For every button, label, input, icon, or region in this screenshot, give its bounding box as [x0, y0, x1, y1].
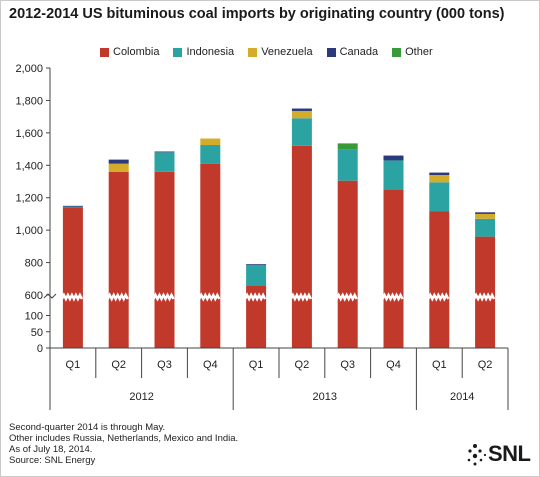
legend-label: Other [405, 46, 433, 58]
bar-break-gap [60, 292, 84, 302]
bar-break-gap [243, 292, 267, 302]
y-tick-label: 1,600 [15, 128, 43, 140]
x-category-label: Q3 [157, 359, 172, 371]
bar-segment-canada [383, 155, 404, 161]
y-tick-label: 1,800 [15, 95, 43, 107]
bar-segment-venezuela [108, 163, 129, 172]
bar-segment-canada [154, 151, 175, 153]
x-category-label: Q1 [249, 359, 264, 371]
x-category-label: Q1 [66, 359, 81, 371]
note-line: Other includes Russia, Netherlands, Mexi… [9, 433, 239, 444]
legend-swatch [326, 47, 336, 57]
bar-segment-other [337, 143, 358, 150]
bar-segment-colombia [383, 189, 404, 348]
bar-segment-canada [429, 172, 450, 176]
bar-break-gap [472, 292, 496, 302]
bar-segment-colombia [62, 207, 83, 348]
note-line: As of July 18, 2014. [9, 444, 93, 455]
bar-segment-colombia [475, 236, 496, 348]
legend-item: Canada [326, 44, 379, 60]
y-tick-label: 2,000 [15, 63, 43, 75]
bar-segment-colombia [108, 171, 129, 348]
bar-segment-canada [108, 159, 129, 164]
note-line: Second-quarter 2014 is through May. [9, 422, 166, 433]
bar-segment-canada [246, 264, 267, 266]
bar-segment-venezuela [200, 138, 221, 146]
bar-segment-indonesia [200, 145, 221, 164]
bar-segment-colombia [154, 171, 175, 348]
y-axis-break [43, 293, 57, 299]
x-category-label: Q4 [386, 359, 401, 371]
bar-segment-venezuela [475, 213, 496, 219]
chart-legend: Colombia Indonesia Venezuela Canada Other [100, 44, 447, 60]
chart-notes: Second-quarter 2014 is through May. Othe… [9, 422, 238, 466]
bar-break-gap [152, 292, 175, 302]
snl-logo-text: SNL [488, 441, 531, 466]
bar-segment-indonesia [337, 149, 358, 181]
y-tick-label: 100 [25, 311, 43, 323]
legend-swatch [100, 47, 109, 57]
bar-segment-indonesia [291, 118, 312, 146]
legend-label: Colombia [113, 46, 160, 58]
bar-break-gap [198, 292, 221, 302]
x-category-label: Q3 [340, 359, 355, 371]
legend-swatch [392, 47, 402, 57]
x-group-label: 2012 [129, 391, 153, 403]
bar-segment-colombia [200, 163, 221, 348]
bar-segment-colombia [429, 211, 450, 348]
x-group-label: 2013 [313, 391, 337, 403]
bar-break-gap [106, 292, 129, 302]
legend-label: Indonesia [186, 46, 235, 58]
legend-swatch [248, 47, 258, 57]
x-category-label: Q1 [432, 359, 447, 371]
chart-title: 2012-2014 US bituminous coal imports by … [9, 6, 505, 22]
bar-segment-indonesia [429, 182, 450, 212]
legend-swatch [173, 47, 183, 57]
chart-plot: 0 50 100 600 800 1,000 1,200 1,400 1,600 1,800 2,0… [15, 63, 509, 410]
legend-label: Venezuela [261, 46, 313, 58]
legend-item: Venezuela [248, 44, 313, 60]
bar-break-gap [289, 292, 313, 302]
bar-break-gap [427, 292, 450, 302]
x-category-label: Q2 [478, 359, 493, 371]
bar-segment-canada [62, 205, 83, 207]
bar-segment-colombia [337, 180, 358, 348]
bar-segment-indonesia [246, 265, 267, 286]
y-tick-label: 1,400 [15, 160, 43, 172]
legend-label: Canada [339, 46, 379, 58]
legend-item: Other [392, 44, 433, 60]
y-tick-label: 800 [25, 258, 43, 270]
y-tick-label: 50 [31, 327, 43, 339]
bar-segment-canada [475, 212, 496, 214]
snl-logo-dots-icon [467, 444, 487, 466]
bar-segment-indonesia [154, 152, 175, 172]
y-tick-label: 600 [25, 290, 43, 302]
bar-segment-indonesia [62, 206, 83, 208]
y-tick-label: 1,200 [15, 193, 43, 205]
snl-logo: SNL [466, 440, 532, 468]
y-tick-label: 1,000 [15, 225, 43, 237]
x-category-label: Q4 [203, 359, 218, 371]
bar-segment-colombia [291, 145, 312, 348]
x-category-label: Q2 [111, 359, 126, 371]
x-category-label: Q2 [295, 359, 310, 371]
bar-segment-indonesia [383, 160, 404, 190]
bar-segment-indonesia [475, 218, 496, 237]
bar-segment-venezuela [429, 175, 450, 183]
x-group-label: 2014 [450, 391, 474, 403]
y-tick-label: 0 [37, 343, 43, 355]
bar-segment-venezuela [291, 110, 312, 119]
bar-break-gap [381, 292, 404, 302]
legend-item: Colombia [100, 44, 159, 60]
bar-break-gap [335, 292, 358, 302]
bar-segment-canada [291, 108, 312, 111]
legend-item: Indonesia [173, 44, 234, 60]
note-line: Source: SNL Energy [9, 455, 96, 466]
